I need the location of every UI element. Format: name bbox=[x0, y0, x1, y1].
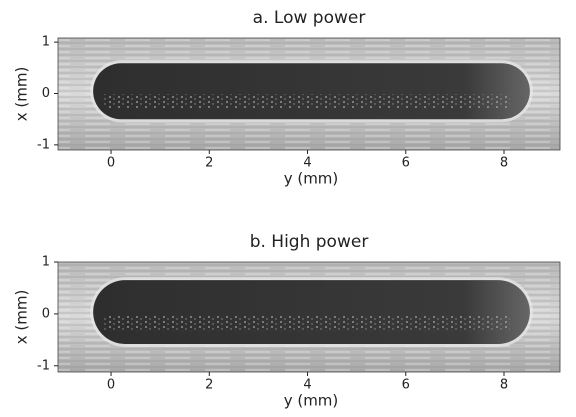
x-tick-label: 0 bbox=[107, 156, 115, 171]
y-tick-label: 1 bbox=[42, 255, 50, 270]
y-tick-label: 0 bbox=[42, 86, 50, 101]
track bbox=[93, 280, 530, 344]
frame bbox=[57, 37, 561, 151]
x-axis-label: y (mm) bbox=[284, 392, 339, 410]
y-axis-label: x (mm) bbox=[13, 290, 31, 345]
x-tick-label: 4 bbox=[303, 156, 311, 171]
x-axis-label: y (mm) bbox=[284, 170, 339, 188]
x-tick-label: 4 bbox=[303, 378, 311, 393]
x-tick-label: 8 bbox=[500, 378, 508, 393]
x-tick-label: 2 bbox=[205, 378, 213, 393]
x-tick-label: 0 bbox=[107, 378, 115, 393]
panel-title: a. Low power bbox=[253, 8, 366, 28]
track bbox=[93, 63, 530, 120]
panel-title: b. High power bbox=[250, 232, 369, 252]
x-tick-label: 2 bbox=[205, 156, 213, 171]
y-tick-label: 1 bbox=[42, 35, 50, 50]
x-tick-label: 6 bbox=[402, 156, 410, 171]
y-tick-label: -1 bbox=[37, 358, 50, 373]
x-tick-label: 8 bbox=[500, 156, 508, 171]
frame bbox=[57, 261, 561, 373]
x-tick-label: 6 bbox=[402, 378, 410, 393]
track-texture bbox=[103, 315, 510, 332]
y-tick-label: 0 bbox=[42, 306, 50, 321]
y-axis-label: x (mm) bbox=[13, 67, 31, 122]
track-texture bbox=[103, 94, 510, 108]
y-tick-label: -1 bbox=[37, 137, 50, 152]
